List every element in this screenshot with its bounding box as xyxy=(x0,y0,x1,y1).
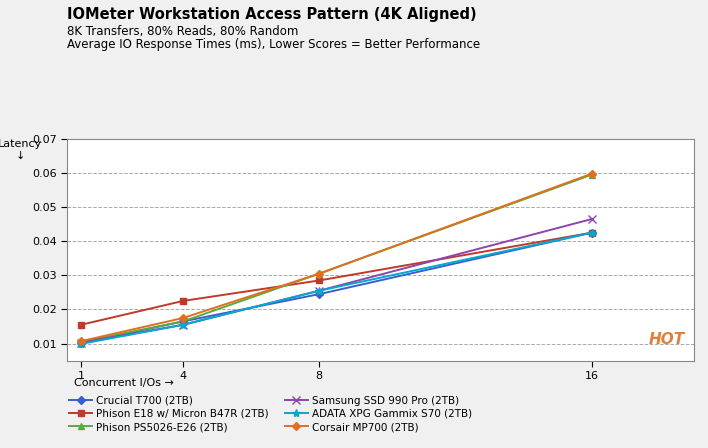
Corsair MP700 (2TB) xyxy=(76,339,85,344)
Text: 8K Transfers, 80% Reads, 80% Random: 8K Transfers, 80% Reads, 80% Random xyxy=(67,25,299,38)
Samsung SSD 990 Pro (2TB) xyxy=(179,322,188,327)
ADATA XPG Gammix S70 (2TB) xyxy=(315,288,324,293)
Corsair MP700 (2TB) xyxy=(588,171,596,177)
Phison PS5026-E26 (2TB) xyxy=(179,319,188,324)
Legend: Crucial T700 (2TB), Phison E18 w/ Micron B47R (2TB), Phison PS5026-E26 (2TB), Sa: Crucial T700 (2TB), Phison E18 w/ Micron… xyxy=(69,396,472,432)
Crucial T700 (2TB) xyxy=(76,340,85,346)
Line: Samsung SSD 990 Pro (2TB): Samsung SSD 990 Pro (2TB) xyxy=(76,215,596,347)
Line: Phison E18 w/ Micron B47R (2TB): Phison E18 w/ Micron B47R (2TB) xyxy=(78,230,595,327)
Crucial T700 (2TB) xyxy=(315,291,324,297)
ADATA XPG Gammix S70 (2TB) xyxy=(179,322,188,327)
Phison PS5026-E26 (2TB) xyxy=(588,172,596,177)
Phison E18 w/ Micron B47R (2TB) xyxy=(179,298,188,304)
Phison E18 w/ Micron B47R (2TB) xyxy=(588,230,596,235)
Text: IOMeter Workstation Access Pattern (4K Aligned): IOMeter Workstation Access Pattern (4K A… xyxy=(67,7,477,22)
Text: Latency
↓: Latency ↓ xyxy=(0,139,42,160)
Phison E18 w/ Micron B47R (2TB) xyxy=(315,278,324,283)
Samsung SSD 990 Pro (2TB) xyxy=(76,340,85,345)
ADATA XPG Gammix S70 (2TB) xyxy=(76,341,85,347)
Phison E18 w/ Micron B47R (2TB) xyxy=(76,322,85,327)
Corsair MP700 (2TB) xyxy=(315,271,324,276)
Line: Crucial T700 (2TB): Crucial T700 (2TB) xyxy=(78,230,595,346)
Crucial T700 (2TB) xyxy=(588,230,596,235)
Line: Corsair MP700 (2TB): Corsair MP700 (2TB) xyxy=(78,171,595,344)
Crucial T700 (2TB) xyxy=(179,319,188,324)
Phison PS5026-E26 (2TB) xyxy=(76,339,85,345)
Line: ADATA XPG Gammix S70 (2TB): ADATA XPG Gammix S70 (2TB) xyxy=(76,228,596,348)
Text: HOT: HOT xyxy=(649,332,685,347)
ADATA XPG Gammix S70 (2TB) xyxy=(588,230,596,235)
Text: Concurrent I/Os →: Concurrent I/Os → xyxy=(74,379,173,388)
Phison PS5026-E26 (2TB) xyxy=(315,271,324,276)
Samsung SSD 990 Pro (2TB) xyxy=(588,216,596,222)
Text: Average IO Response Times (ms), Lower Scores = Better Performance: Average IO Response Times (ms), Lower Sc… xyxy=(67,38,481,51)
Samsung SSD 990 Pro (2TB) xyxy=(315,288,324,293)
Corsair MP700 (2TB) xyxy=(179,315,188,321)
Line: Phison PS5026-E26 (2TB): Phison PS5026-E26 (2TB) xyxy=(77,171,595,345)
